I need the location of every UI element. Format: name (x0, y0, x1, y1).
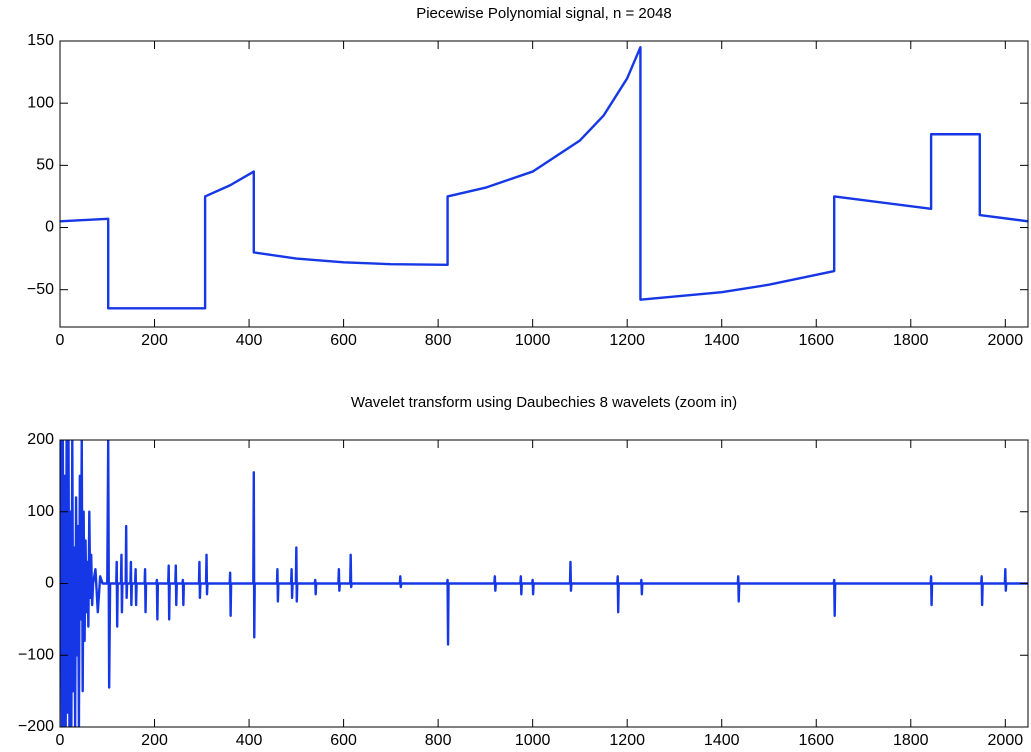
y-tick-label: 100 (27, 503, 54, 520)
x-tick-label: 400 (236, 332, 263, 349)
x-tick-label: 0 (56, 332, 65, 349)
x-tick-label: 800 (425, 332, 452, 349)
x-tick-label: 1600 (798, 332, 834, 349)
subplot: Wavelet transform using Daubechies 8 wav… (18, 394, 1029, 749)
axes-box (59, 40, 1029, 328)
x-tick-label: 1600 (798, 732, 834, 749)
x-tick-label: 600 (330, 332, 357, 349)
signal-line (60, 46, 1028, 310)
x-tick-label: 1400 (704, 332, 740, 349)
y-tick-label: 0 (45, 575, 54, 592)
x-tick-label: 200 (141, 732, 168, 749)
y-tick-label: 150 (27, 32, 54, 49)
y-tick-label: −200 (18, 718, 54, 735)
y-tick-label: 100 (27, 94, 54, 111)
x-tick-label: 1200 (609, 332, 645, 349)
x-tick-label: 1000 (515, 732, 551, 749)
x-tick-label: 800 (425, 732, 452, 749)
x-tick-label: 0 (56, 732, 65, 749)
signal-line (60, 440, 1028, 727)
y-tick-label: 50 (36, 157, 54, 174)
x-tick-label: 2000 (988, 332, 1024, 349)
x-tick-label: 2000 (988, 732, 1024, 749)
chart-title: Wavelet transform using Daubechies 8 wav… (351, 394, 737, 411)
x-tick-label: 200 (141, 332, 168, 349)
x-tick-label: 600 (330, 732, 357, 749)
y-tick-label: 0 (45, 219, 54, 236)
chart-title: Piecewise Polynomial signal, n = 2048 (416, 5, 672, 22)
y-tick-label: −100 (18, 646, 54, 663)
x-tick-label: 1200 (609, 732, 645, 749)
x-tick-label: 1400 (704, 732, 740, 749)
x-tick-label: 1800 (893, 332, 929, 349)
subplot: Piecewise Polynomial signal, n = 2048 0 20… (27, 5, 1029, 349)
y-tick-label: −50 (27, 281, 54, 298)
x-tick-label: 400 (236, 732, 263, 749)
x-tick-label: 1800 (893, 732, 929, 749)
y-tick-label: 200 (27, 431, 54, 448)
x-tick-label: 1000 (515, 332, 551, 349)
